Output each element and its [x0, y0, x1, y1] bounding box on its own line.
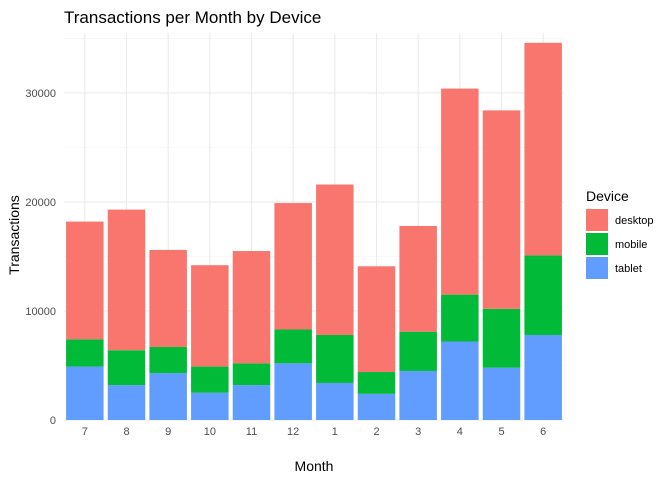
x-tick-label: 7: [82, 426, 88, 438]
bar-segment-tablet-month-9: [149, 373, 187, 420]
bar-segment-mobile-month-7: [66, 339, 104, 367]
bar-segment-desktop-month-7: [66, 221, 104, 340]
bar-segment-mobile-month-1: [316, 334, 354, 383]
bar-segment-desktop-month-12: [274, 203, 312, 330]
legend-label-mobile: mobile: [615, 239, 647, 251]
y-tick-label: 30000: [25, 88, 56, 100]
bar-segment-tablet-month-8: [107, 385, 146, 420]
bar-segment-tablet-month-12: [274, 363, 312, 420]
bar-segment-desktop-month-4: [441, 88, 479, 295]
legend-swatch-tablet: [586, 257, 608, 279]
legend: Device desktop mobile tablet: [586, 188, 654, 279]
bar-segment-desktop-month-1: [316, 184, 354, 335]
bar-segment-mobile-month-10: [191, 366, 229, 393]
bar-segment-desktop-month-9: [149, 249, 187, 347]
y-axis-ticks: 0 10000 20000 30000: [25, 88, 56, 427]
x-axis-ticks: 7 8 9 10 11 12 1 2 3 4 5 6: [82, 426, 546, 438]
bar-segment-mobile-month-3: [399, 331, 437, 371]
x-tick-label: 4: [457, 426, 463, 438]
legend-swatch-desktop: [586, 209, 608, 231]
bar-segment-desktop-month-10: [191, 265, 229, 367]
x-axis-title: Month: [295, 458, 334, 474]
bar-segment-mobile-month-4: [441, 294, 479, 342]
bar-segment-tablet-month-5: [482, 367, 521, 420]
bar-segment-desktop-month-6: [524, 42, 562, 256]
bar-segment-tablet-month-3: [399, 370, 437, 420]
x-tick-label: 12: [287, 426, 299, 438]
bar-segment-mobile-month-8: [107, 350, 146, 386]
bar-segment-tablet-month-7: [66, 366, 104, 420]
chart-title: Transactions per Month by Device: [64, 8, 321, 27]
bar-segment-mobile-month-5: [482, 308, 521, 368]
bar-segment-tablet-month-10: [191, 392, 229, 420]
x-tick-label: 9: [165, 426, 171, 438]
bar-segment-tablet-month-1: [316, 382, 354, 420]
bar-segment-tablet-month-2: [357, 393, 396, 420]
bar-segment-desktop-month-2: [357, 266, 396, 373]
y-axis-title: Transactions: [6, 195, 22, 275]
y-tick-label: 10000: [25, 306, 56, 318]
bar-segment-tablet-month-4: [441, 341, 479, 420]
y-tick-label: 20000: [25, 197, 56, 209]
bar-segment-mobile-month-9: [149, 346, 187, 374]
x-tick-label: 10: [204, 426, 216, 438]
x-tick-label: 6: [540, 426, 546, 438]
bar-segment-mobile-month-11: [232, 363, 271, 386]
x-tick-label: 2: [373, 426, 379, 438]
legend-title: Device: [586, 188, 629, 204]
x-tick-label: 8: [123, 426, 129, 438]
bar-segment-mobile-month-12: [274, 329, 312, 364]
x-tick-label: 3: [415, 426, 421, 438]
bar-segment-mobile-month-6: [524, 255, 562, 335]
bar-segment-tablet-month-11: [232, 385, 271, 420]
bar-segment-desktop-month-8: [107, 209, 146, 351]
bar-segment-desktop-month-11: [232, 251, 271, 364]
legend-swatch-mobile: [586, 233, 608, 255]
bar-segment-desktop-month-5: [482, 110, 521, 309]
y-tick-label: 0: [50, 415, 56, 427]
bars: [66, 42, 562, 420]
bar-segment-tablet-month-6: [524, 334, 562, 420]
bar-segment-mobile-month-2: [357, 372, 396, 394]
bar-segment-desktop-month-3: [399, 225, 437, 332]
x-tick-label: 1: [332, 426, 338, 438]
legend-label-desktop: desktop: [615, 215, 654, 227]
x-tick-label: 5: [498, 426, 504, 438]
x-tick-label: 11: [246, 426, 257, 438]
legend-label-tablet: tablet: [615, 263, 642, 275]
